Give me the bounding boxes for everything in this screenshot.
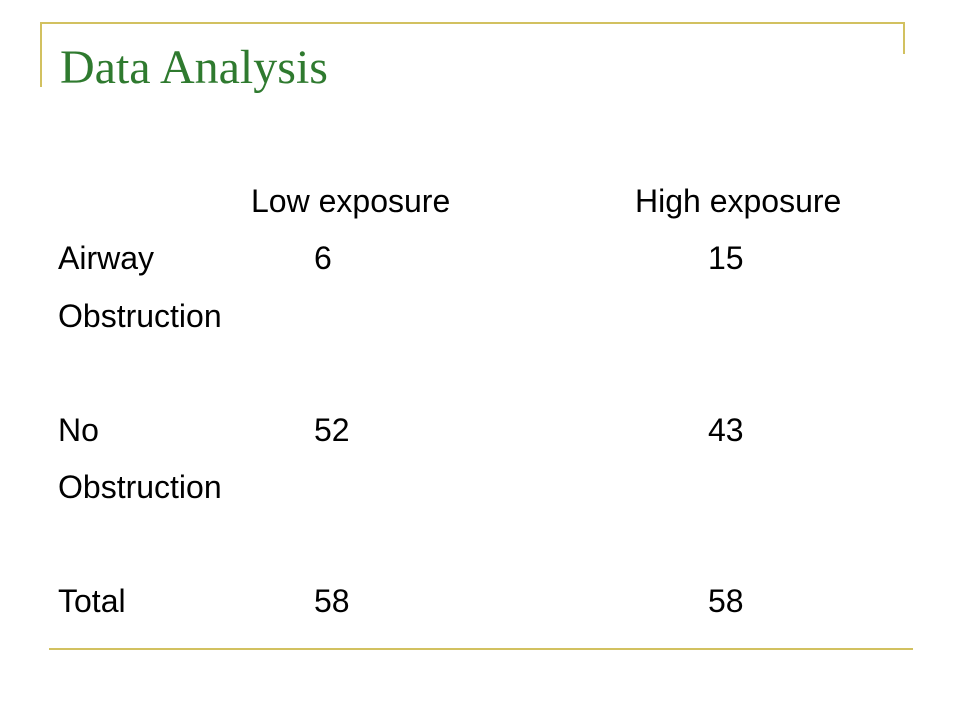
- cell-total-low: 58: [314, 583, 350, 619]
- slide-title: Data Analysis: [60, 41, 328, 94]
- row-label-no-obstruction-line1: No: [58, 412, 99, 448]
- row-label-airway-line1: Airway: [58, 240, 155, 276]
- cell-no-obstruction-low: 52: [314, 412, 350, 448]
- cell-airway-high: 15: [708, 240, 744, 276]
- row-label-no-obstruction-line2: Obstruction: [58, 469, 222, 505]
- cell-no-obstruction-high: 43: [708, 412, 744, 448]
- cell-airway-low: 6: [314, 240, 332, 276]
- frame-top-line: [40, 22, 904, 24]
- column-header-high-exposure: High exposure: [635, 183, 842, 219]
- column-header-low-exposure: Low exposure: [251, 183, 451, 219]
- row-label-total: Total: [58, 583, 126, 619]
- row-label-airway-line2: Obstruction: [58, 298, 222, 334]
- frame-right-line: [903, 22, 905, 54]
- cell-total-high: 58: [708, 583, 744, 619]
- frame-left-line: [40, 22, 42, 87]
- frame-bottom-line: [49, 648, 913, 650]
